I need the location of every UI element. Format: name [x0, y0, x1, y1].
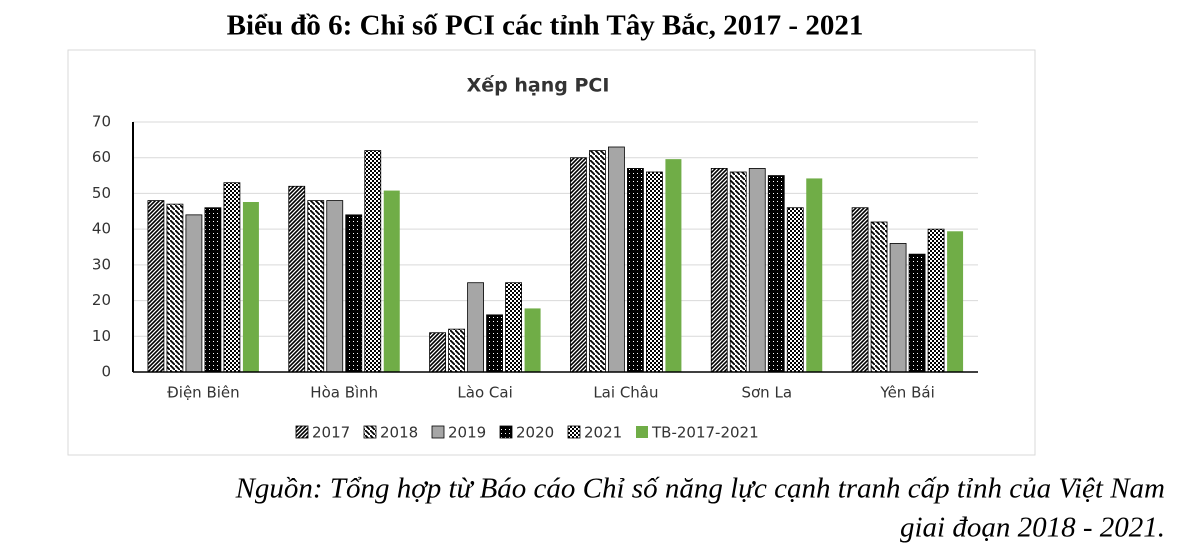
source: giai đoạn 2018 - 2021. — [900, 512, 1165, 544]
legend-swatch — [431, 425, 445, 439]
source: Nguồn: Tổng hợp từ Báo cáo Chỉ số năng l… — [235, 473, 1165, 505]
legend-swatch — [567, 425, 581, 439]
bar — [927, 228, 945, 373]
bar — [870, 221, 888, 373]
bar — [204, 207, 222, 373]
bar — [429, 332, 446, 373]
chart-title: Xếp hạng PCI — [467, 74, 610, 97]
bar — [767, 175, 785, 373]
bar — [608, 146, 625, 373]
bar — [908, 253, 926, 373]
x-tick-label: Sơn La — [741, 384, 792, 402]
bar — [383, 190, 400, 372]
legend-label: TB-2017-2021 — [651, 424, 759, 442]
x-tick-label: Hòa Bình — [310, 384, 378, 402]
y-tick-label: 30 — [92, 255, 111, 273]
bar — [646, 171, 663, 373]
bar — [627, 168, 644, 373]
bar — [147, 200, 165, 373]
x-tick-label: Điện Biên — [167, 384, 240, 402]
legend-label: 2021 — [584, 424, 622, 442]
legend-swatch — [499, 425, 513, 439]
heading: Biểu đồ 6: Chỉ số PCI các tỉnh Tây Bắc, … — [227, 10, 864, 42]
bar — [223, 182, 241, 373]
y-tick-label: 70 — [92, 113, 111, 131]
bar — [589, 150, 606, 373]
legend-swatch — [636, 426, 648, 438]
bar — [467, 282, 484, 373]
bar — [710, 168, 728, 373]
legend-label: 2018 — [380, 424, 418, 442]
bar — [729, 171, 747, 373]
bar — [242, 202, 259, 372]
y-tick-label: 40 — [92, 220, 111, 238]
bar — [665, 159, 682, 372]
bar — [166, 203, 184, 373]
legend-label: 2020 — [516, 424, 554, 442]
bar — [786, 207, 804, 373]
bar — [185, 214, 203, 373]
y-tick-label: 20 — [92, 291, 111, 309]
x-tick-label: Lai Châu — [593, 384, 658, 402]
y-tick-label: 50 — [92, 184, 111, 202]
bar — [345, 214, 363, 373]
bar — [326, 200, 344, 373]
bar — [364, 150, 382, 373]
bar — [288, 185, 306, 373]
y-tick-label: 10 — [92, 327, 111, 345]
legend-swatch — [295, 425, 309, 439]
y-tick-label: 0 — [101, 363, 111, 381]
x-tick-label: Lào Cai — [457, 384, 512, 402]
bar — [505, 282, 522, 373]
bar — [947, 231, 964, 372]
legend-label: 2017 — [312, 424, 350, 442]
bar — [570, 157, 587, 373]
legend-swatch — [363, 425, 377, 439]
bar — [307, 200, 325, 373]
bar — [748, 168, 766, 373]
bar — [448, 328, 465, 373]
bar — [851, 207, 869, 373]
x-tick-label: Yên Bái — [879, 384, 934, 402]
bar — [806, 178, 823, 372]
legend-label: 2019 — [448, 424, 486, 442]
y-tick-label: 60 — [92, 148, 111, 166]
bar — [889, 243, 907, 373]
bar — [486, 314, 503, 373]
bar — [524, 308, 541, 372]
